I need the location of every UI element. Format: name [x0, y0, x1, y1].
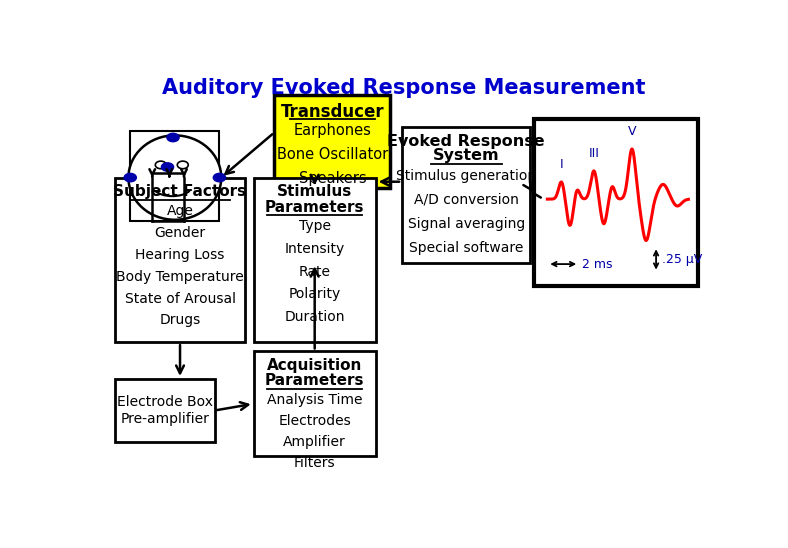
Text: Gender: Gender	[154, 226, 206, 239]
Circle shape	[167, 133, 179, 142]
Text: Filters: Filters	[294, 456, 336, 470]
FancyBboxPatch shape	[534, 119, 697, 286]
FancyBboxPatch shape	[274, 95, 390, 188]
Text: Pre-amplifier: Pre-amplifier	[121, 412, 209, 426]
Text: Bone Oscillator: Bone Oscillator	[277, 147, 388, 162]
Text: Amplifier: Amplifier	[284, 435, 346, 449]
Text: Earphones: Earphones	[293, 123, 371, 138]
Text: Electrode Box: Electrode Box	[117, 395, 213, 409]
FancyBboxPatch shape	[254, 178, 376, 342]
Text: Acquisition: Acquisition	[267, 358, 362, 373]
Text: Speakers: Speakers	[299, 172, 366, 186]
Circle shape	[214, 173, 225, 182]
Text: Rate: Rate	[299, 265, 331, 278]
Text: Parameters: Parameters	[265, 199, 364, 214]
FancyBboxPatch shape	[115, 178, 245, 342]
Text: V: V	[628, 125, 636, 139]
Text: Stimulus: Stimulus	[277, 184, 352, 199]
Text: System: System	[433, 149, 500, 163]
Text: I: I	[559, 158, 563, 172]
Text: Intensity: Intensity	[284, 242, 345, 256]
Ellipse shape	[128, 135, 221, 220]
Text: Body Temperature: Body Temperature	[116, 270, 244, 283]
Text: Subject Factors: Subject Factors	[113, 184, 247, 199]
Text: A/D conversion: A/D conversion	[414, 193, 519, 207]
Text: Type: Type	[299, 219, 331, 233]
Text: 2 ms: 2 ms	[582, 258, 613, 271]
Text: Stimulus generation: Stimulus generation	[396, 169, 536, 182]
Text: Transducer: Transducer	[281, 103, 385, 121]
Text: III: III	[589, 147, 600, 161]
Text: Age: Age	[166, 204, 194, 218]
Ellipse shape	[155, 161, 166, 169]
Text: Parameters: Parameters	[265, 373, 364, 389]
Text: Hearing Loss: Hearing Loss	[136, 248, 225, 261]
Circle shape	[125, 173, 136, 182]
FancyBboxPatch shape	[402, 127, 530, 263]
Text: Signal averaging: Signal averaging	[407, 217, 525, 231]
Text: Auditory Evoked Response Measurement: Auditory Evoked Response Measurement	[162, 78, 645, 99]
Text: Electrodes: Electrodes	[278, 414, 351, 428]
Text: Special software: Special software	[409, 241, 523, 255]
Text: State of Arousal: State of Arousal	[125, 292, 236, 305]
FancyBboxPatch shape	[115, 379, 214, 442]
Ellipse shape	[177, 161, 188, 169]
Text: Analysis Time: Analysis Time	[267, 393, 362, 407]
Circle shape	[162, 163, 173, 171]
Text: Evoked Response: Evoked Response	[388, 134, 545, 149]
FancyBboxPatch shape	[254, 351, 376, 456]
Text: Drugs: Drugs	[159, 313, 201, 328]
Text: Duration: Duration	[284, 310, 345, 324]
Text: Polarity: Polarity	[288, 287, 341, 301]
Text: .25 μV: .25 μV	[662, 253, 702, 266]
